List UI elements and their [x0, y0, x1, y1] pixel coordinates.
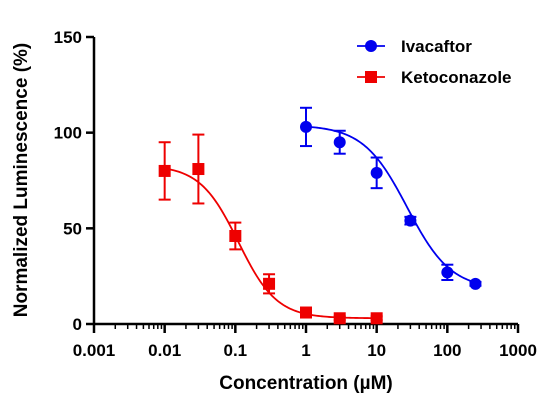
y-tick-label: 50: [63, 219, 82, 238]
ketoconazole-point: [192, 163, 205, 176]
legend-label-ketoconazole: Ketoconazole: [401, 68, 512, 87]
ivacaftor-point: [300, 120, 312, 133]
y-tick-label: 150: [54, 28, 82, 47]
x-axis-title: Concentration (µM): [219, 373, 393, 394]
ketoconazole-fit-curve: [164, 167, 377, 320]
ketoconazole-point: [229, 229, 242, 242]
ketoconazole-point: [158, 164, 171, 177]
ketoconazole-point: [370, 312, 383, 325]
legend-marker-ketoconazole: [365, 71, 377, 83]
x-tick-label: 0.01: [148, 341, 181, 360]
ivacaftor-point: [333, 136, 346, 149]
x-tick-label: 10: [367, 341, 386, 360]
x-tick-label: 1000: [499, 341, 537, 360]
x-tick-label: 0.1: [224, 341, 248, 360]
y-axis-title: Normalized Luminescence (%): [11, 43, 32, 318]
data-points: [158, 120, 482, 325]
y-tick-label: 100: [54, 124, 82, 143]
ketoconazole-point: [263, 277, 276, 290]
y-tick-label: 0: [73, 315, 82, 334]
ivacaftor-point: [404, 214, 417, 227]
ivacaftor-point: [441, 266, 454, 279]
legend: Ivacaftor Ketoconazole: [357, 37, 512, 87]
tick-marks: [86, 35, 520, 333]
ketoconazole-point: [300, 306, 312, 319]
x-tick-label: 1: [301, 341, 310, 360]
x-tick-label: 100: [433, 341, 461, 360]
legend-marker-ivacaftor: [365, 40, 377, 52]
fit-curves: [164, 125, 476, 320]
ketoconazole-point: [333, 312, 346, 325]
x-tick-label: 0.001: [73, 341, 116, 360]
tick-labels: 0 50 100 150 0.001 0.01 0.1 1 10 100 1000: [54, 28, 537, 360]
legend-label-ivacaftor: Ivacaftor: [401, 37, 472, 56]
ivacaftor-fit-curve: [305, 125, 476, 284]
ivacaftor-point: [469, 277, 482, 290]
ivacaftor-point: [370, 166, 383, 179]
error-bars: [158, 106, 482, 322]
